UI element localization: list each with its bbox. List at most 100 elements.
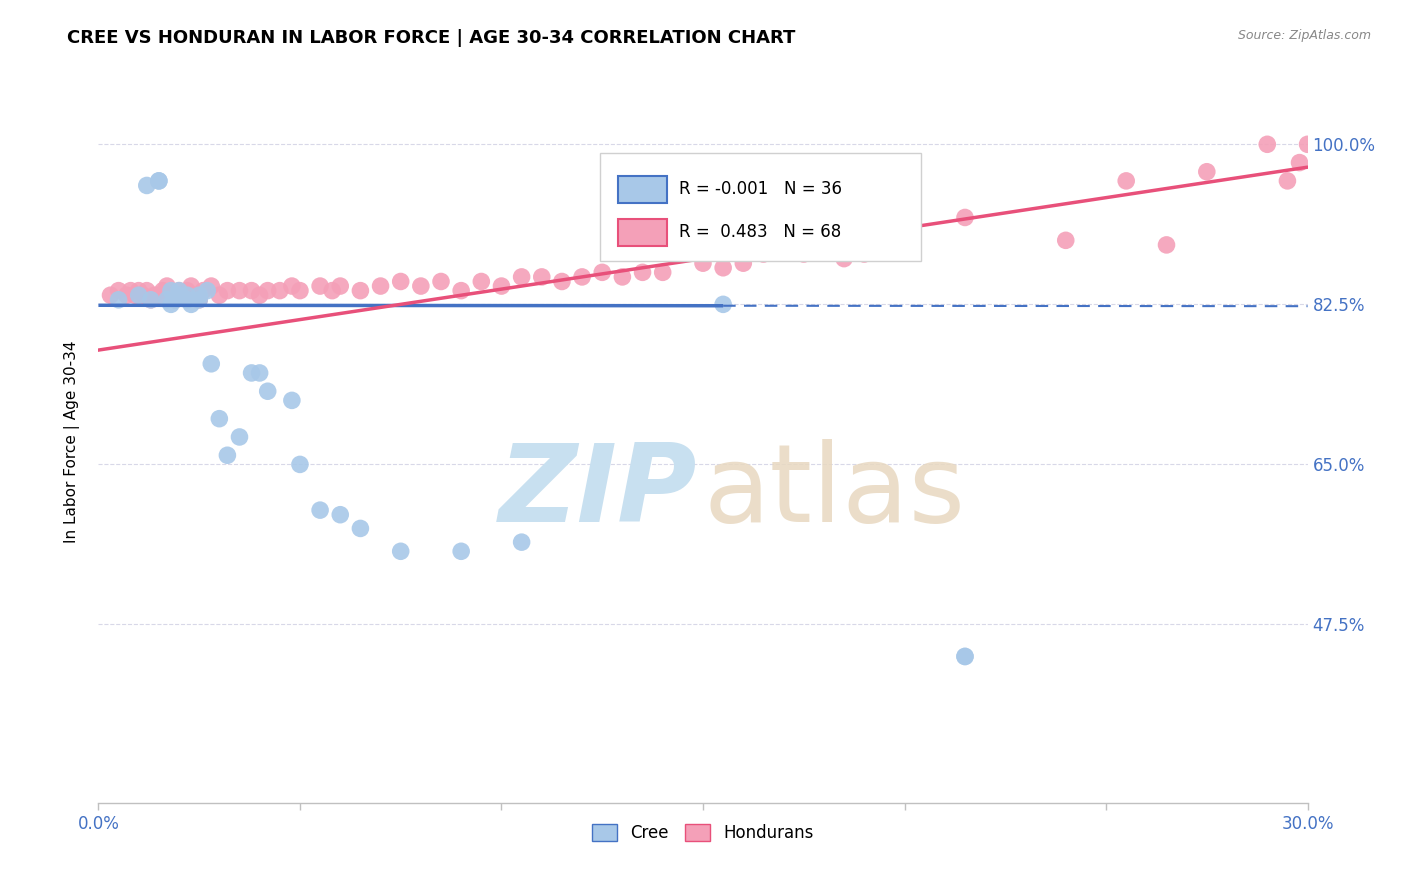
Point — [167, 288, 190, 302]
Point — [530, 269, 553, 284]
Point — [711, 297, 734, 311]
Point — [309, 279, 332, 293]
Point — [148, 174, 170, 188]
Bar — [619, 219, 666, 246]
Point — [329, 508, 352, 522]
Point — [208, 288, 231, 302]
Point — [651, 265, 673, 279]
Point — [832, 252, 855, 266]
Text: atlas: atlas — [703, 439, 965, 545]
Point — [1054, 233, 1077, 247]
Point — [163, 293, 186, 307]
Point — [200, 279, 222, 293]
Point — [124, 288, 146, 302]
Bar — [619, 176, 666, 203]
Point — [733, 256, 755, 270]
FancyBboxPatch shape — [600, 153, 921, 260]
Point — [152, 284, 174, 298]
Point — [1296, 137, 1319, 152]
Point — [135, 178, 157, 193]
Point — [107, 284, 129, 298]
Point — [1195, 165, 1218, 179]
Point — [571, 269, 593, 284]
Point — [135, 284, 157, 298]
Point — [389, 544, 412, 558]
Y-axis label: In Labor Force | Age 30-34: In Labor Force | Age 30-34 — [63, 340, 80, 543]
Point — [711, 260, 734, 275]
Point — [193, 284, 215, 298]
Point — [321, 284, 343, 298]
Point — [176, 288, 198, 302]
Point — [591, 265, 613, 279]
Point — [156, 293, 179, 307]
Point — [953, 649, 976, 664]
Point — [1256, 137, 1278, 152]
Point — [793, 247, 815, 261]
Point — [160, 297, 183, 311]
Point — [893, 238, 915, 252]
Point — [160, 288, 183, 302]
Point — [409, 279, 432, 293]
Point — [288, 284, 311, 298]
Point — [180, 297, 202, 311]
Point — [188, 293, 211, 307]
Point — [107, 293, 129, 307]
Point — [1115, 174, 1137, 188]
Point — [188, 293, 211, 307]
Point — [269, 284, 291, 298]
Point — [139, 293, 162, 307]
Text: Source: ZipAtlas.com: Source: ZipAtlas.com — [1237, 29, 1371, 42]
Point — [167, 284, 190, 298]
Point — [200, 357, 222, 371]
Point — [349, 284, 371, 298]
Point — [163, 293, 186, 307]
Text: R =  0.483   N = 68: R = 0.483 N = 68 — [679, 223, 841, 241]
Point — [167, 284, 190, 298]
Point — [430, 275, 453, 289]
Point — [249, 288, 271, 302]
Point — [470, 275, 492, 289]
Point — [240, 366, 263, 380]
Point — [228, 284, 250, 298]
Point — [100, 288, 122, 302]
Point — [349, 521, 371, 535]
Text: ZIP: ZIP — [499, 439, 697, 545]
Point — [148, 288, 170, 302]
Point — [256, 284, 278, 298]
Point — [853, 247, 876, 261]
Point — [188, 288, 211, 302]
Point — [172, 288, 194, 302]
Point — [329, 279, 352, 293]
Point — [281, 393, 304, 408]
Point — [1156, 238, 1178, 252]
Point — [631, 265, 654, 279]
Point — [160, 284, 183, 298]
Point — [450, 284, 472, 298]
Text: R = -0.001   N = 36: R = -0.001 N = 36 — [679, 179, 842, 198]
Point — [256, 384, 278, 399]
Point — [128, 288, 150, 302]
Point — [288, 458, 311, 472]
Point — [551, 275, 574, 289]
Point — [240, 284, 263, 298]
Point — [1288, 155, 1310, 169]
Point — [612, 269, 634, 284]
Point — [389, 275, 412, 289]
Point — [184, 288, 207, 302]
Point — [176, 284, 198, 298]
Point — [1277, 174, 1299, 188]
Legend: Cree, Hondurans: Cree, Hondurans — [585, 817, 821, 848]
Point — [176, 293, 198, 307]
Point — [143, 288, 166, 302]
Point — [195, 284, 218, 298]
Point — [148, 174, 170, 188]
Point — [491, 279, 513, 293]
Point — [281, 279, 304, 293]
Point — [370, 279, 392, 293]
Point — [120, 284, 142, 298]
Point — [208, 411, 231, 425]
Point — [217, 448, 239, 462]
Point — [953, 649, 976, 664]
Point — [217, 284, 239, 298]
Point — [128, 284, 150, 298]
